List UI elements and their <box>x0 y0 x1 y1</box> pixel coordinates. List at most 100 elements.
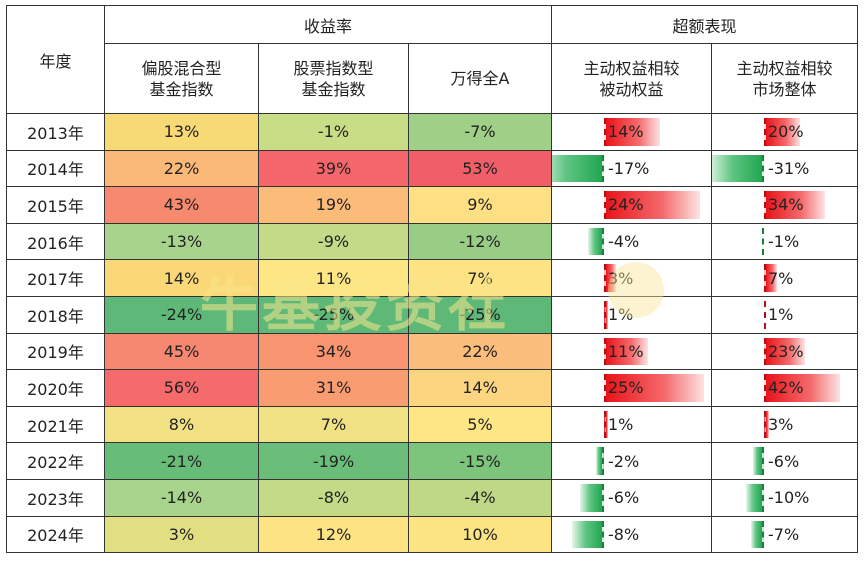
active-vs-market-cell: 42% <box>711 369 858 407</box>
mixed-fund-cell: 22% <box>104 149 259 188</box>
active-vs-market-cell: -7% <box>711 515 858 554</box>
positive-excess-bar <box>604 118 660 146</box>
excess-value-label: 3% <box>768 415 794 435</box>
table-row: 2021年 8% 7% 5% 1% 3% <box>6 405 858 444</box>
returns-group-header: 收益率 <box>104 5 552 44</box>
active-vs-market-cell: 20% <box>711 113 858 151</box>
active-vs-market-cell: 34% <box>711 186 858 224</box>
stock-index-cell: -19% <box>258 442 409 480</box>
excess-value-label: -7% <box>768 524 800 544</box>
stock-index-cell: -8% <box>258 478 409 517</box>
active-vs-passive-cell: 3% <box>551 259 712 297</box>
positive-excess-bar <box>764 264 777 292</box>
wind-all-a-cell: -25% <box>408 295 552 334</box>
excess-value-label: 1% <box>768 305 794 325</box>
year-cell: 2016年 <box>6 222 105 261</box>
excess-value-label: 34% <box>768 195 804 215</box>
active-vs-passive-cell: 24% <box>551 186 712 224</box>
wind-all-a-header: 万得全A <box>408 43 552 114</box>
mixed-fund-cell: 3% <box>104 515 259 554</box>
year-cell: 2022年 <box>6 442 105 480</box>
stock-index-cell: 12% <box>258 515 409 554</box>
year-cell: 2018年 <box>6 295 105 334</box>
active-vs-passive-cell: 25% <box>551 369 712 407</box>
wind-all-a-cell: -4% <box>408 478 552 517</box>
excess-group-header: 超额表现 <box>551 5 858 44</box>
year-header: 年度 <box>6 5 105 114</box>
year-cell: 2017年 <box>6 259 105 297</box>
wind-all-a-cell: -15% <box>408 442 552 480</box>
active-vs-market-cell: -10% <box>711 478 858 517</box>
negative-excess-bar <box>580 483 604 512</box>
negative-excess-bar <box>746 483 764 512</box>
active-vs-passive-cell: -6% <box>551 478 712 517</box>
excess-value-label: -10% <box>768 488 810 508</box>
positive-excess-bar <box>604 300 608 329</box>
active-vs-passive-cell: 11% <box>551 332 712 371</box>
wind-all-a-cell: -12% <box>408 222 552 261</box>
mixed-fund-cell: -13% <box>104 222 259 261</box>
excess-value-label: -31% <box>768 158 810 178</box>
active-vs-passive-cell: 1% <box>551 295 712 334</box>
active-vs-market-cell: 1% <box>711 295 858 334</box>
year-cell: 2021年 <box>6 405 105 444</box>
table-row: 2020年 56% 31% 14% 25% 42% <box>6 369 858 407</box>
excess-value-label: 24% <box>608 195 644 215</box>
excess-value-label: -6% <box>608 488 640 508</box>
year-cell: 2013年 <box>6 113 105 151</box>
excess-value-label: 14% <box>608 122 644 142</box>
wind-all-a-cell: -7% <box>408 113 552 151</box>
excess-value-label: -2% <box>608 451 640 471</box>
negative-excess-bar <box>753 447 764 475</box>
positive-excess-bar <box>764 118 800 146</box>
excess-value-label: 7% <box>768 268 794 288</box>
table-row: 2018年 -24% -25% -25% 1% 1% <box>6 295 858 334</box>
negative-excess-bar <box>552 154 604 183</box>
active-vs-passive-cell: -2% <box>551 442 712 480</box>
stock-index-cell: 31% <box>258 369 409 407</box>
year-cell: 2024年 <box>6 515 105 554</box>
wind-all-a-cell: 7% <box>408 259 552 297</box>
negative-excess-bar <box>712 154 764 183</box>
excess-value-label: -17% <box>608 158 650 178</box>
year-cell: 2019年 <box>6 332 105 371</box>
negative-excess-bar <box>751 520 764 549</box>
excess-value-label: 1% <box>608 305 634 325</box>
mixed-fund-cell: -24% <box>104 295 259 334</box>
positive-excess-bar <box>604 191 700 219</box>
active-vs-market-cell: -1% <box>711 222 858 261</box>
active-vs-market-cell: -31% <box>711 149 858 188</box>
positive-excess-bar <box>604 410 608 439</box>
stock-index-cell: 34% <box>258 332 409 371</box>
mixed-fund-cell: 14% <box>104 259 259 297</box>
table-row: 2022年 -21% -19% -15% -2% -6% <box>6 442 858 480</box>
stock-index-fund-header: 股票指数型 基金指数 <box>258 43 409 114</box>
negative-excess-bar <box>596 447 604 475</box>
active-vs-passive-cell: -4% <box>551 222 712 261</box>
excess-value-label: 1% <box>608 415 634 435</box>
table-row: 2013年 13% -1% -7% 14% 20% <box>6 113 858 151</box>
active-vs-passive-cell: -8% <box>551 515 712 554</box>
excess-value-label: 23% <box>768 341 804 361</box>
wind-all-a-cell: 9% <box>408 186 552 224</box>
mixed-fund-cell: 56% <box>104 369 259 407</box>
wind-all-a-cell: 14% <box>408 369 552 407</box>
positive-excess-bar <box>604 374 704 402</box>
negative-excess-bar <box>762 227 764 256</box>
table-row: 2016年 -13% -9% -12% -4% -1% <box>6 222 858 261</box>
positive-excess-bar <box>764 374 840 402</box>
excess-value-label: 42% <box>768 378 804 398</box>
active-vs-market-header: 主动权益相较 市场整体 <box>711 43 858 114</box>
year-cell: 2014年 <box>6 149 105 188</box>
year-cell: 2020年 <box>6 369 105 407</box>
table-row: 2014年 22% 39% 53% -17% -31% <box>6 149 858 188</box>
wind-all-a-cell: 10% <box>408 515 552 554</box>
positive-excess-bar <box>764 337 806 366</box>
negative-excess-bar <box>572 520 604 549</box>
positive-excess-bar <box>764 191 826 219</box>
active-vs-passive-cell: 1% <box>551 405 712 444</box>
mixed-fund-cell: 45% <box>104 332 259 371</box>
excess-value-label: -4% <box>608 232 640 252</box>
year-cell: 2023年 <box>6 478 105 517</box>
mixed-fund-cell: 8% <box>104 405 259 444</box>
